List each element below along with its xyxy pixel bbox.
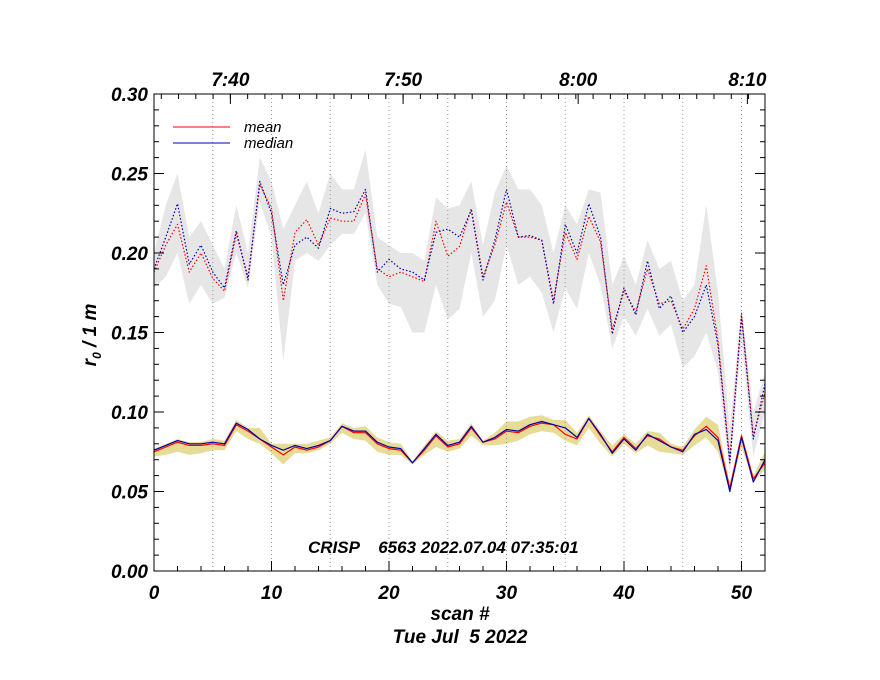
y-axis-label-main: r xyxy=(80,357,101,366)
legend-mean-label: mean xyxy=(244,119,282,136)
top-tick-label: 8:00 xyxy=(559,70,597,91)
band-lower xyxy=(154,415,765,492)
top-tick-label: 8:10 xyxy=(728,70,766,91)
spread-bands xyxy=(154,149,765,492)
y-tick-label: 0.25 xyxy=(111,165,148,186)
y-axis-label-suffix: / 1 m xyxy=(80,304,101,353)
x-axis-ticks: 0 10 20 30 40 50 xyxy=(149,561,766,604)
legend-median-label: median xyxy=(244,135,293,152)
series-line-median-upper xyxy=(153,180,766,464)
instrument-annotation: CRISP 6563 2022.07.04 07:35:01 xyxy=(308,538,579,557)
data-lines xyxy=(153,180,766,493)
x-axis-label: scan # xyxy=(430,604,490,625)
y-tick-label: 0.15 xyxy=(111,324,148,345)
y-tick-label: 0.00 xyxy=(111,562,148,583)
x-tick-label: 0 xyxy=(149,583,160,604)
band-upper xyxy=(154,149,765,473)
legend: mean median xyxy=(173,119,293,152)
y-tick-label: 0.20 xyxy=(111,244,148,265)
top-tick-label: 7:40 xyxy=(211,70,249,91)
x-tick-label: 20 xyxy=(377,583,400,604)
y-axis-label-subscript: 0 xyxy=(90,352,104,359)
top-tick-label: 7:50 xyxy=(384,70,422,91)
x-tick-label: 10 xyxy=(261,583,283,604)
y-axis-ticks: 0.00 0.05 0.10 0.15 0.20 0.25 0.30 xyxy=(111,85,765,583)
top-time-axis: 7:40 7:50 8:00 8:10 xyxy=(160,70,767,104)
y-tick-label: 0.05 xyxy=(111,483,148,504)
y-tick-label: 0.30 xyxy=(111,85,148,106)
x-tick-label: 30 xyxy=(496,583,518,604)
y-axis-label: r0 / 1 m xyxy=(80,304,104,367)
x-tick-label: 40 xyxy=(612,583,635,604)
series-line-median xyxy=(153,417,766,493)
y-tick-label: 0.10 xyxy=(111,403,148,424)
x-axis-date: Tue Jul 5 2022 xyxy=(393,627,528,648)
series-line-mean-upper xyxy=(153,184,766,461)
x-tick-label: 50 xyxy=(731,583,753,604)
